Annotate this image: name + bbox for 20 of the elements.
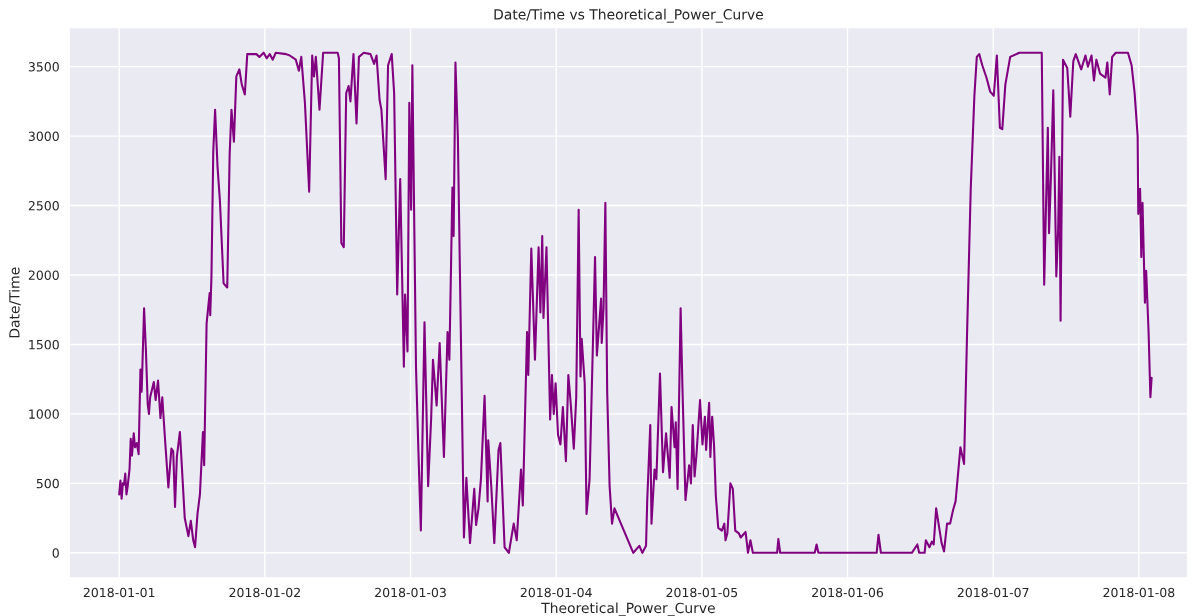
- y-tick-label: 3000: [28, 131, 59, 141]
- chart-title: Date/Time vs Theoretical_Power_Curve: [494, 8, 763, 23]
- x-tick-label: 2018-01-03: [375, 587, 446, 598]
- x-axis-title: Theoretical_Power_Curve: [541, 602, 715, 616]
- y-axis-title: Date/Time: [8, 267, 21, 338]
- y-tick-label: 1500: [29, 339, 59, 350]
- y-tick-label: 2000: [28, 270, 59, 280]
- x-tick-label: 2018-01-02: [229, 587, 300, 598]
- y-tick-label: 0: [52, 548, 59, 558]
- y-tick-label: 3500: [28, 62, 59, 72]
- x-tick-label: 2018-01-06: [812, 587, 884, 598]
- y-tick-label: 1000: [29, 409, 59, 419]
- x-tick-label: 2018-01-08: [1103, 587, 1175, 598]
- x-tick-label: 2018-01-04: [520, 587, 592, 598]
- x-tick-label: 2018-01-01: [83, 587, 155, 598]
- x-tick-label: 2018-01-07: [957, 587, 1029, 598]
- y-tick-label: 500: [36, 478, 59, 489]
- y-tick-label: 2500: [28, 201, 59, 211]
- x-tick-label: 2018-01-05: [666, 587, 738, 598]
- line-series: [118, 51, 1153, 554]
